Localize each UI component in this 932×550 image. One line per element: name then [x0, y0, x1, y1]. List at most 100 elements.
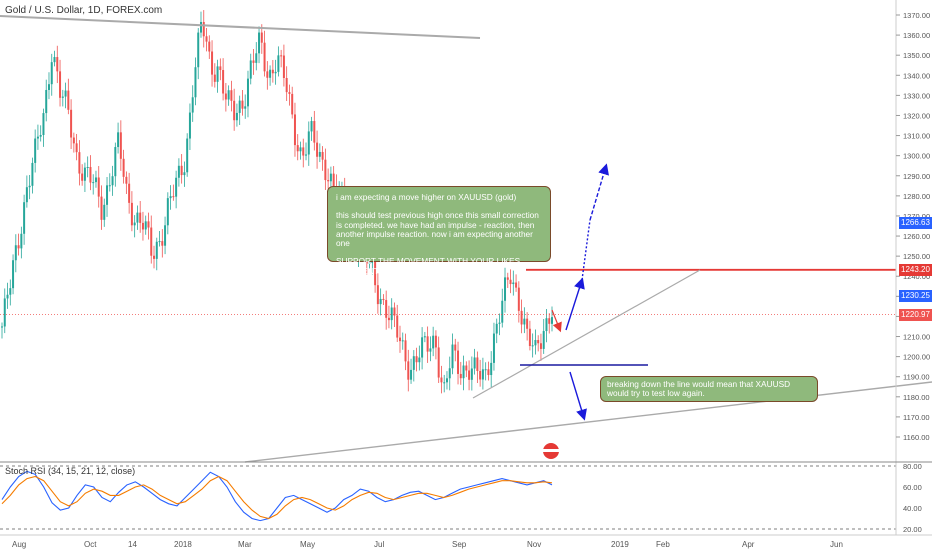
candle-body	[470, 368, 473, 380]
time-tick-label: May	[300, 540, 315, 549]
down-arrow	[569, 371, 587, 421]
candle-body	[53, 57, 56, 63]
time-tick-label: Aug	[12, 540, 26, 549]
candle-body	[528, 328, 531, 346]
candle-body	[155, 241, 158, 259]
candle-body	[9, 288, 12, 295]
candle-body	[238, 100, 241, 113]
note-box-2[interactable]: breaking down the line would mean that X…	[600, 376, 818, 402]
price-tick-label: 1180.00	[903, 393, 930, 402]
candle-body	[64, 90, 67, 97]
candle-body	[445, 378, 448, 383]
candle-body	[92, 182, 95, 184]
candle-body	[81, 173, 84, 181]
candle-body	[86, 167, 89, 169]
candle-body	[371, 261, 374, 263]
red-down-arrow	[551, 309, 562, 333]
candle-body	[263, 42, 266, 72]
candle-body	[169, 196, 172, 199]
candle-body	[172, 196, 175, 198]
candle-body	[291, 93, 294, 115]
candle-body	[526, 318, 529, 329]
candle-body	[418, 357, 421, 363]
time-tick-label: 14	[128, 540, 137, 549]
chart-title: Gold / U.S. Dollar, 1D, FOREX.com	[5, 5, 163, 16]
time-tick-label: Jul	[374, 540, 384, 549]
candle-body	[404, 340, 407, 362]
candle-body	[285, 78, 288, 93]
candle-body	[551, 317, 553, 324]
time-tick-label: Apr	[742, 540, 755, 549]
candle-body	[451, 344, 454, 369]
candle-body	[465, 365, 468, 371]
rsi-tick-label: 80.00	[903, 462, 922, 471]
candle-body	[310, 121, 313, 132]
candle-body	[271, 69, 274, 74]
time-tick-label: Feb	[656, 540, 670, 549]
time-tick-label: 2019	[611, 540, 629, 549]
candle-body	[302, 147, 305, 156]
note-box-1[interactable]: i am expecting a move higher on XAUUSD (…	[327, 186, 551, 275]
candle-body	[437, 347, 440, 378]
candle-body	[255, 53, 258, 63]
candle-body	[17, 245, 20, 249]
candle-body	[393, 307, 396, 316]
candle-body	[321, 151, 324, 160]
candle-body	[67, 90, 70, 110]
candle-body	[219, 66, 222, 71]
candle-body	[542, 331, 545, 349]
price-tick-label: 1260.00	[903, 232, 930, 241]
candle-body	[506, 277, 509, 280]
candle-body	[329, 173, 332, 182]
candle-body	[379, 298, 382, 305]
candle-body	[277, 55, 280, 72]
candle-body	[36, 136, 39, 139]
candle-body	[28, 185, 31, 188]
time-tick-label: Oct	[84, 540, 97, 549]
candle-body	[434, 335, 437, 348]
candle-body	[479, 370, 482, 380]
candle-body	[235, 112, 238, 121]
candle-body	[83, 167, 86, 181]
candle-body	[440, 377, 443, 383]
rsi-k-line	[1, 470, 553, 522]
candle-body	[246, 78, 249, 107]
candle-body	[531, 345, 534, 347]
candle-body	[520, 310, 523, 325]
candle-body	[227, 90, 230, 100]
candle-body	[97, 177, 100, 197]
candle-body	[307, 131, 310, 155]
candle-body	[305, 154, 308, 156]
candle-body	[70, 109, 73, 138]
candle-body	[50, 62, 53, 85]
candle-body	[191, 97, 194, 113]
candle-body	[537, 340, 540, 344]
candle-body	[269, 69, 272, 78]
candle-body	[216, 66, 219, 82]
candle-body	[423, 336, 426, 338]
candle-body	[459, 373, 462, 379]
candle-body	[72, 137, 75, 144]
candle-body	[78, 152, 81, 174]
candle-body	[139, 212, 142, 223]
candle-body	[410, 369, 413, 380]
candle-body	[299, 147, 302, 152]
candle-body	[313, 121, 316, 143]
candle-body	[244, 106, 247, 109]
candle-body	[280, 55, 283, 57]
candle-body	[119, 132, 122, 159]
candle-body	[296, 145, 299, 152]
candle-body	[492, 333, 495, 363]
candle-body	[484, 369, 487, 371]
price-tag-1266: 1266.63	[899, 217, 932, 229]
candle-body	[188, 112, 191, 139]
candle-body	[387, 317, 390, 321]
candle-body	[1, 326, 3, 328]
candle-body	[14, 245, 17, 261]
candle-body	[512, 282, 515, 285]
time-tick-label: Jun	[830, 540, 843, 549]
rsi-tick-label: 60.00	[903, 483, 922, 492]
candle-body	[164, 225, 167, 246]
price-tick-label: 1280.00	[903, 192, 930, 201]
time-tick-label: Sep	[452, 540, 467, 549]
